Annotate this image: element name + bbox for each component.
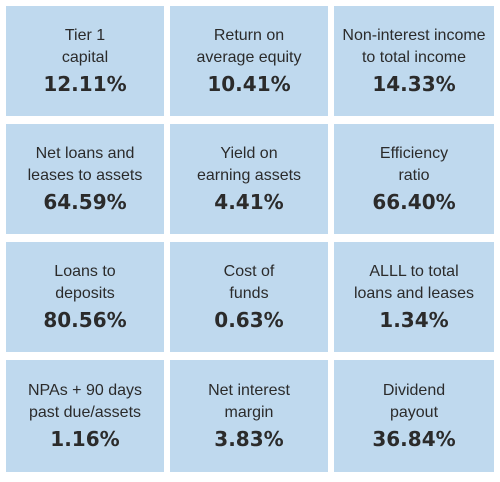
metric-label: Tier 1 capital <box>61 27 109 66</box>
metric-value: 14.33% <box>372 72 456 96</box>
metric-value: 1.34% <box>379 308 449 332</box>
metric-tile-yield-on-earning-assets: Yield on earning assets 4.41% <box>170 124 328 234</box>
metric-tile-efficiency-ratio: Efficiency ratio 66.40% <box>334 124 494 234</box>
metric-value: 12.11% <box>43 72 127 96</box>
metric-tile-net-loans-to-assets: Net loans and leases to assets 64.59% <box>6 124 164 234</box>
metric-label: Yield on earning assets <box>196 145 302 184</box>
metric-value: 0.63% <box>214 308 284 332</box>
metric-label: Net interest margin <box>208 382 290 421</box>
metric-tile-net-interest-margin: Net interest margin 3.83% <box>170 360 328 472</box>
metric-tile-tier1-capital: Tier 1 capital 12.11% <box>6 6 164 116</box>
metric-value: 36.84% <box>372 427 456 451</box>
metric-label: Return on average equity <box>196 27 302 66</box>
metric-label: Loans to deposits <box>54 263 116 302</box>
metric-tile-return-on-average-equity: Return on average equity 10.41% <box>170 6 328 116</box>
metric-label: Dividend payout <box>382 382 446 421</box>
metric-tile-dividend-payout: Dividend payout 36.84% <box>334 360 494 472</box>
metric-label: ALLL to total loans and leases <box>353 263 475 302</box>
metric-label: Net loans and leases to assets <box>27 145 143 184</box>
metric-value: 1.16% <box>50 427 120 451</box>
metric-label: Non-interest income to total income <box>342 27 486 66</box>
metric-value: 3.83% <box>214 427 284 451</box>
metric-tile-loans-to-deposits: Loans to deposits 80.56% <box>6 242 164 352</box>
metric-tile-non-interest-income: Non-interest income to total income 14.3… <box>334 6 494 116</box>
metric-label: Efficiency ratio <box>379 145 449 184</box>
metric-value: 80.56% <box>43 308 127 332</box>
metric-label: Cost of funds <box>223 263 275 302</box>
metric-value: 64.59% <box>43 190 127 214</box>
metric-label: NPAs + 90 days past due/assets <box>28 382 142 421</box>
metric-value: 66.40% <box>372 190 456 214</box>
metric-tile-cost-of-funds: Cost of funds 0.63% <box>170 242 328 352</box>
metric-tile-npas-past-due-to-assets: NPAs + 90 days past due/assets 1.16% <box>6 360 164 472</box>
metric-value: 10.41% <box>207 72 291 96</box>
metric-value: 4.41% <box>214 190 284 214</box>
metric-tile-alll-to-total-loans: ALLL to total loans and leases 1.34% <box>334 242 494 352</box>
